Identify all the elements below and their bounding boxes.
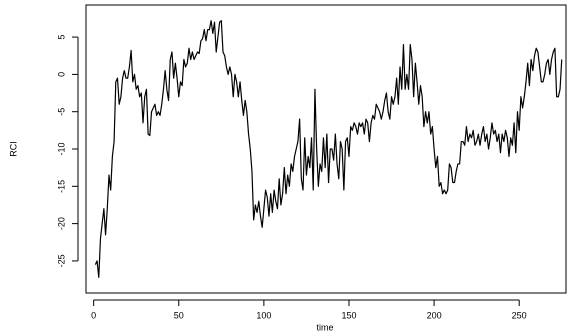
y-tick-label: -15 xyxy=(56,180,66,193)
series-line xyxy=(94,20,563,278)
y-tick-label: 5 xyxy=(56,35,66,40)
y-axis-label: RCI xyxy=(8,141,18,157)
y-tick-label: 0 xyxy=(56,72,66,77)
x-tick-label: 250 xyxy=(512,310,527,320)
x-tick-label: 150 xyxy=(341,310,356,320)
y-tick-label: -25 xyxy=(56,254,66,267)
y-tick-label: -20 xyxy=(56,217,66,230)
y-tick-label: -10 xyxy=(56,142,66,155)
plot-box xyxy=(85,4,567,294)
x-tick-label: 50 xyxy=(174,310,184,320)
x-tick-label: 200 xyxy=(427,310,442,320)
y-tick-label: -5 xyxy=(56,108,66,116)
x-tick-label: 0 xyxy=(91,310,96,320)
x-tick-label: 100 xyxy=(256,310,271,320)
x-axis-label: time xyxy=(316,322,333,332)
